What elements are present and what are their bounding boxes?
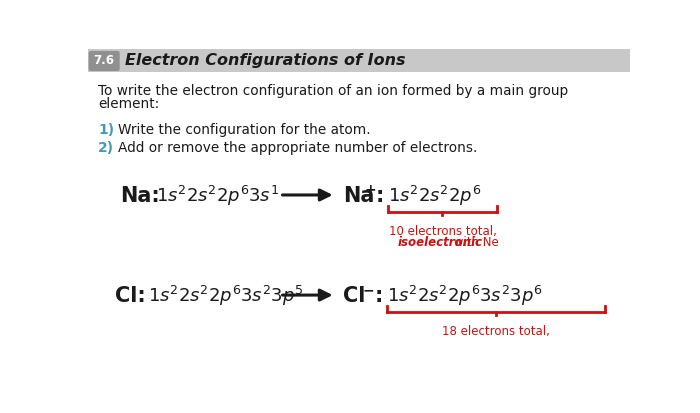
- Text: Cl: Cl: [343, 285, 365, 305]
- Text: −: −: [363, 282, 375, 296]
- Text: :: :: [374, 285, 383, 305]
- Text: +: +: [365, 183, 377, 196]
- FancyBboxPatch shape: [89, 52, 120, 72]
- Text: Na: Na: [343, 185, 374, 206]
- Text: $1s^22s^22p^63s^1$: $1s^22s^22p^63s^1$: [155, 183, 279, 207]
- Text: Electron Configurations of Ions: Electron Configurations of Ions: [125, 53, 405, 68]
- Text: Na:: Na:: [120, 185, 160, 206]
- Text: 1): 1): [98, 123, 115, 137]
- Text: $1s^22s^22p^63s^23p^5$: $1s^22s^22p^63s^23p^5$: [148, 283, 303, 307]
- Text: To write the electron configuration of an ion formed by a main group: To write the electron configuration of a…: [98, 84, 568, 98]
- Text: $1s^22s^22p^6$: $1s^22s^22p^6$: [389, 183, 482, 207]
- Text: 2): 2): [98, 140, 115, 154]
- Text: 7.6: 7.6: [93, 54, 114, 67]
- Text: Cl:: Cl:: [115, 285, 146, 305]
- Text: 18 electrons total,: 18 electrons total,: [442, 325, 550, 337]
- Text: isoelectronic: isoelectronic: [398, 235, 482, 248]
- Text: $1s^22s^22p^63s^23p^6$: $1s^22s^22p^63s^23p^6$: [386, 283, 542, 307]
- Text: Add or remove the appropriate number of electrons.: Add or remove the appropriate number of …: [118, 140, 478, 154]
- Text: 10 electrons total,: 10 electrons total,: [389, 225, 496, 237]
- Text: element:: element:: [98, 97, 160, 111]
- Text: with Ne: with Ne: [450, 235, 499, 248]
- Text: :: :: [376, 185, 384, 206]
- Text: Write the configuration for the atom.: Write the configuration for the atom.: [118, 123, 371, 137]
- Bar: [88, 50, 630, 73]
